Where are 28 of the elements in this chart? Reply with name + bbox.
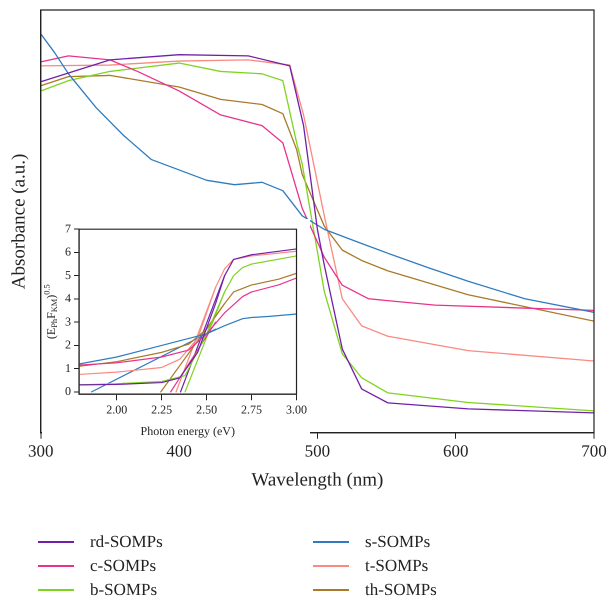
- x-tick-label: 2.25: [151, 402, 172, 417]
- y-tick-label: 5: [65, 268, 71, 282]
- y-tick-label: 6: [65, 244, 71, 259]
- x-tick-label: 300: [28, 441, 54, 460]
- y-axis-title: Absorbance (a.u.): [8, 154, 30, 290]
- y-tick-label: 4: [65, 291, 71, 306]
- x-tick-label: 500: [304, 441, 330, 460]
- y-tick-label: 1: [65, 360, 71, 375]
- y-tick-label: 2: [65, 338, 71, 352]
- legend-label: t-SOMPs: [365, 556, 428, 576]
- legend-label: c-SOMPs: [90, 556, 156, 576]
- x-axis-title: Wavelength (nm): [251, 470, 384, 491]
- y-axis-title: (EPhFKM)0.5: [42, 284, 60, 340]
- y-tick-label: 3: [65, 314, 71, 328]
- y-tick-label: 7: [65, 221, 71, 236]
- x-tick-label: 600: [442, 441, 468, 460]
- x-tick-label: 2.50: [196, 402, 218, 417]
- x-tick-label: 400: [166, 441, 192, 460]
- x-tick-label: 2.00: [106, 402, 128, 417]
- y-tick-label: 0: [65, 384, 71, 398]
- legend-label: rd-SOMPs: [90, 532, 163, 552]
- x-tick-label: 700: [581, 441, 607, 460]
- legend-label: b-SOMPs: [90, 580, 158, 600]
- legend-label: s-SOMPs: [365, 532, 430, 552]
- x-tick-label: 3.00: [286, 402, 307, 417]
- x-axis-title: Photon energy (eV): [140, 424, 235, 438]
- legend-label: th-SOMPs: [365, 580, 437, 600]
- x-tick-label: 2.75: [241, 402, 262, 417]
